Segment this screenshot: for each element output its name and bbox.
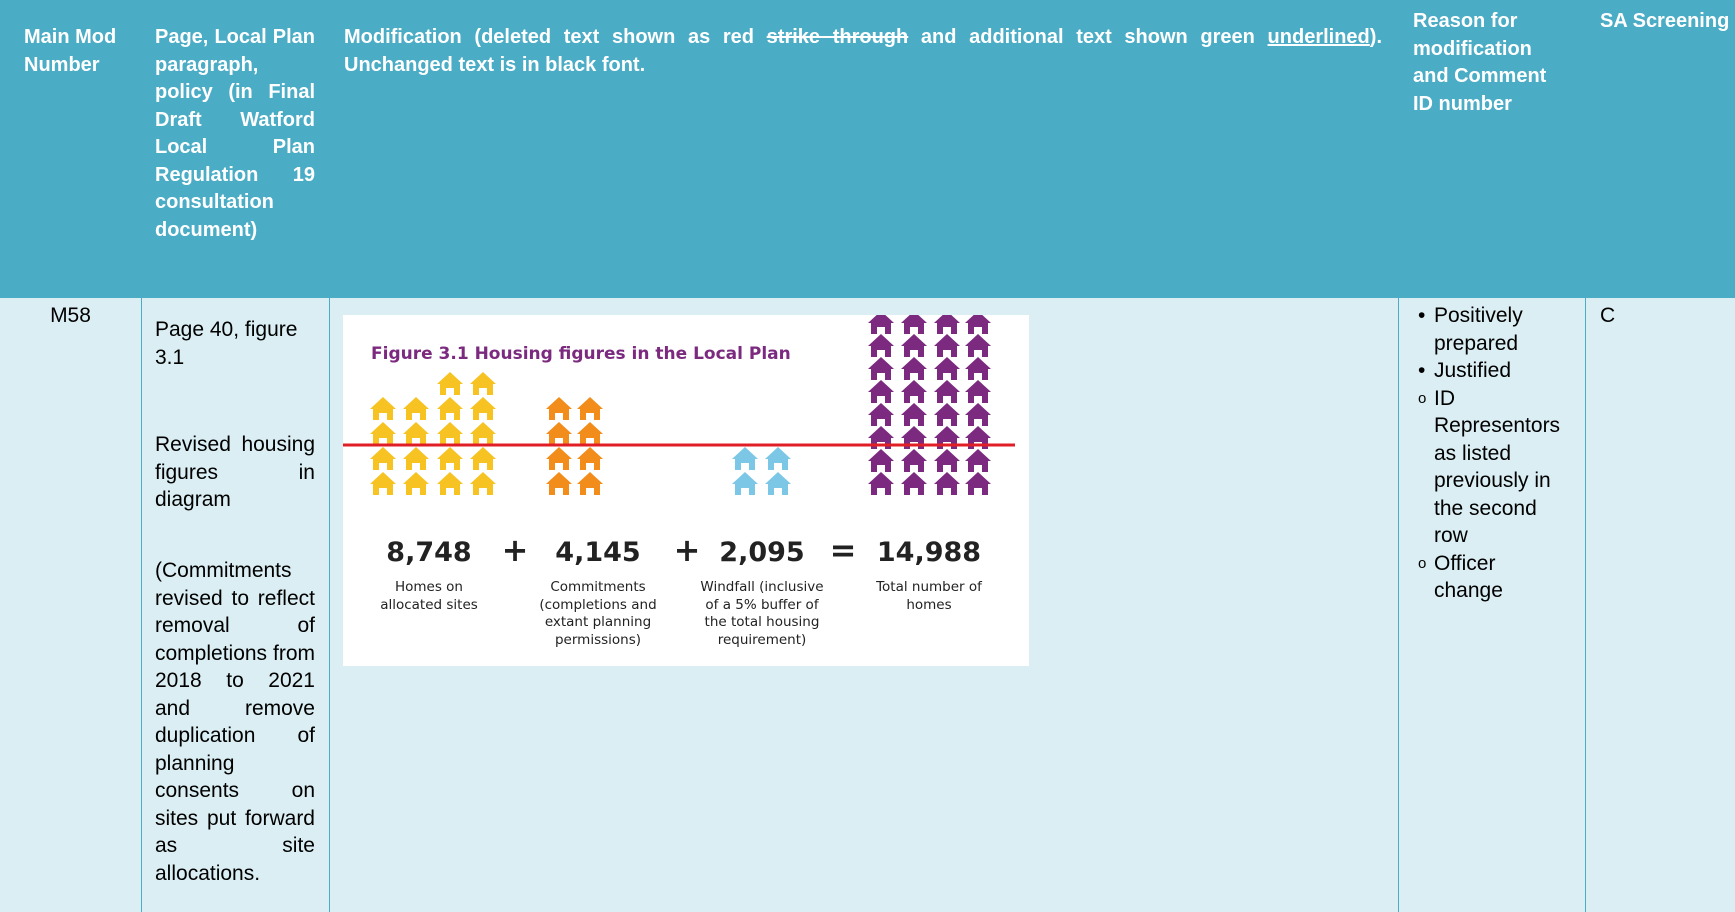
caption-box: Total number of homes [867,579,992,659]
column-divider [1585,298,1586,912]
mod-number: M58 [0,302,141,330]
column-divider [329,298,330,912]
figure-caption: Commitments (completions and extant plan… [533,579,663,649]
figure-caption: Homes on allocated sites [372,579,487,614]
figure-title: Figure 3.1 Housing figures in the Local … [371,344,791,364]
figure-operator: + [502,531,529,569]
figure-operator: = [830,531,857,569]
header-text: underlined [1268,26,1370,48]
header-text: and additional text shown green [908,26,1267,48]
location-text: Revised housing figures in diagram [155,431,315,514]
reason-list: Positively preparedJustifiedID Represent… [1418,302,1568,605]
figure-number: 4,145 [555,537,640,568]
figure-number: 14,988 [877,537,981,568]
figure-caption: Total number of homes [867,579,992,614]
location-text: Page 40, figure 3.1 [155,316,315,371]
caption-box: Homes on allocated sites [372,579,487,659]
reason-item: Officer change [1418,550,1568,605]
header-cell: Reason for modification and Comment ID n… [1413,8,1563,118]
location-text: (Commitments revised to reflect removal … [155,557,315,887]
header-cell: Modification (deleted text shown as red … [344,24,1382,79]
reason-item: Positively prepared [1418,302,1568,357]
caption-box: Commitments (completions and extant plan… [533,579,663,659]
header-cell: Page, Local Plan paragraph, policy (in F… [155,24,315,244]
column-divider [1398,298,1399,912]
column-divider [141,298,142,912]
figure-operator: + [674,531,701,569]
figure-number: 8,748 [386,537,471,568]
reason-item: Justified [1418,357,1568,385]
header-text: strike through [767,26,909,48]
sa-screening: C [1600,302,1615,330]
header-text: Modification (deleted text shown as red [344,26,767,48]
figure: Figure 3.1 Housing figures in the Local … [343,315,1029,666]
page: Main Mod Number Page, Local Plan paragra… [0,0,1735,912]
figure-caption: Windfall (inclusive of a 5% buffer of th… [695,579,830,649]
caption-box: Windfall (inclusive of a 5% buffer of th… [695,579,830,659]
reason-item: ID Representors as listed previously in … [1418,385,1568,550]
figure-number: 2,095 [719,537,804,568]
header-cell: SA Screening [1600,8,1730,36]
header-cell: Main Mod Number [24,24,124,79]
